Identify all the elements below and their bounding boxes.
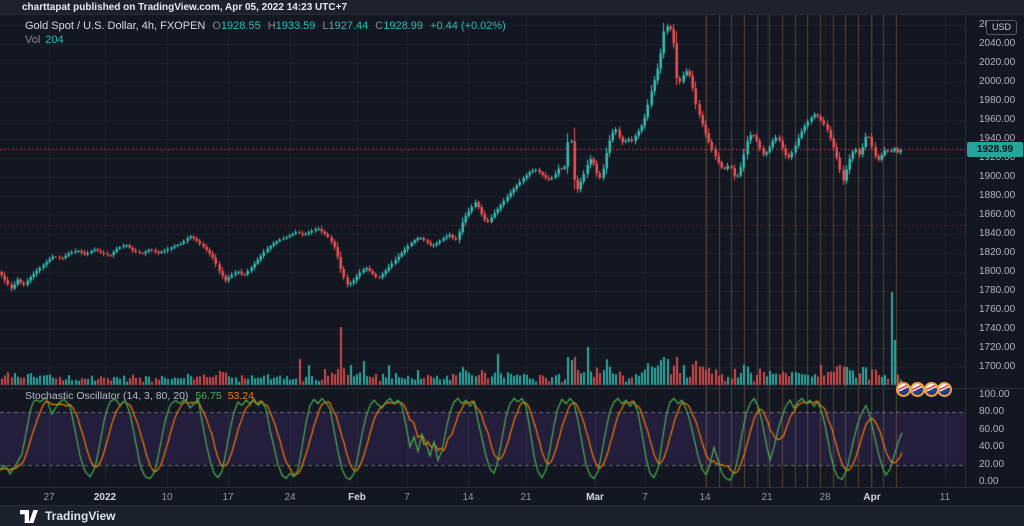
flag-emoji-sticker[interactable]: [895, 381, 911, 397]
price-axis-label: 2020.00: [979, 57, 1016, 68]
volume-label: Vol: [25, 34, 41, 46]
chart-canvas[interactable]: [0, 15, 965, 487]
stochastic-k-value: 56.75: [195, 390, 222, 402]
stoch-axis-label: 40.00: [979, 441, 1005, 453]
time-axis-label: 17: [222, 492, 234, 503]
stoch-axis-label: 20.00: [979, 458, 1005, 470]
price-axis-label: 1980.00: [979, 95, 1016, 106]
time-axis-label: Apr: [863, 492, 881, 503]
ohlc-value: 1927.44: [328, 20, 369, 32]
price-axis-label: 1740.00: [979, 323, 1016, 334]
price-axis-label: 1840.00: [979, 228, 1016, 239]
stoch-axis-label: 60.00: [979, 423, 1005, 435]
stochastic-d-value: 53.24: [227, 390, 254, 402]
last-price-label: 1928.99: [967, 142, 1023, 158]
price-axis-label: 1720.00: [979, 342, 1016, 353]
price-axis-label: 1760.00: [979, 304, 1016, 315]
price-axis-label: 1800.00: [979, 266, 1016, 277]
currency-unit-button[interactable]: USD: [986, 20, 1018, 35]
time-axis-label: 27: [43, 492, 55, 503]
stochastic-title[interactable]: Stochastic Oscillator (14, 3, 80, 20): [25, 390, 189, 402]
time-axis-label: 10: [161, 492, 173, 503]
flag-emoji-sticker[interactable]: [936, 381, 952, 397]
time-axis-label: 7: [642, 492, 648, 503]
time-axis-label: 11: [939, 492, 951, 503]
time-scale[interactable]: 27 2022 10 17 24 Feb 7 14 21 Mar 7 14 21 28 Apr 11: [0, 487, 1024, 505]
time-axis-label: 2022: [93, 492, 117, 503]
publish-banner-text: charttapat published on TradingView.com,…: [22, 2, 348, 13]
time-axis-label: 28: [819, 492, 831, 503]
price-axis-label: 1820.00: [979, 247, 1016, 258]
ohlc-key: L: [322, 20, 329, 32]
stoch-axis-label: 0.00: [979, 476, 999, 487]
price-axis-label: 1920.00: [979, 152, 1016, 163]
ohlc-key: O: [212, 20, 221, 32]
time-axis-label: Feb: [348, 492, 366, 503]
ohlc-value: 1933.59: [275, 20, 316, 32]
time-axis-label: 24: [284, 492, 296, 503]
flag-emoji-sticker[interactable]: [909, 381, 925, 397]
footer-bar: TradingView: [0, 505, 1024, 526]
price-axis-label: 1780.00: [979, 285, 1016, 296]
stochastic-legend[interactable]: Stochastic Oscillator (14, 3, 80, 20) 56.…: [25, 390, 254, 402]
publish-banner: charttapat published on TradingView.com,…: [0, 0, 1024, 15]
symbol-legend[interactable]: Gold Spot / U.S. Dollar, 4h, FXOPEN O1928…: [25, 20, 506, 32]
price-axis-label: 2000.00: [979, 76, 1016, 87]
ohlc-key: H: [267, 20, 276, 32]
ohlc-value: 1928.99: [383, 20, 424, 32]
time-axis-label: 14: [699, 492, 711, 503]
volume-legend[interactable]: Vol 204: [25, 34, 64, 46]
price-axis-label: 1960.00: [979, 114, 1016, 125]
time-axis-label: 21: [520, 492, 532, 503]
change-value: +0.44 (+0.02%): [430, 20, 506, 32]
stoch-axis-label: 100.00: [979, 389, 1010, 400]
time-axis-label: 7: [404, 492, 410, 503]
price-axis-label: 2040.00: [979, 38, 1016, 49]
tradingview-brand-text[interactable]: TradingView: [45, 509, 116, 523]
price-axis-label: 1880.00: [979, 190, 1016, 201]
time-axis-label: 21: [761, 492, 773, 503]
price-axis-label: 1900.00: [979, 171, 1016, 182]
price-axis-label: 1700.00: [979, 361, 1016, 372]
ohlc-value: 1928.55: [220, 20, 261, 32]
symbol-title[interactable]: Gold Spot / U.S. Dollar, 4h, FXOPEN: [25, 20, 206, 32]
pane-separator[interactable]: [0, 388, 1024, 389]
price-axis-label: 1940.00: [979, 133, 1016, 144]
volume-value: 204: [45, 34, 64, 46]
price-axis-label: 1860.00: [979, 209, 1016, 220]
ohlc-key: C: [375, 20, 384, 32]
time-axis-label: Mar: [586, 492, 604, 503]
stoch-axis-label: 80.00: [979, 406, 1005, 418]
price-scale[interactable]: USD 1928.99 2060.002040.002020.002000.00…: [965, 15, 1024, 487]
tradingview-logo-icon[interactable]: [20, 509, 38, 523]
time-axis-label: 14: [462, 492, 474, 503]
ohlc-values: O1928.55 H1933.59 L1927.44 C1928.99: [205, 20, 423, 32]
